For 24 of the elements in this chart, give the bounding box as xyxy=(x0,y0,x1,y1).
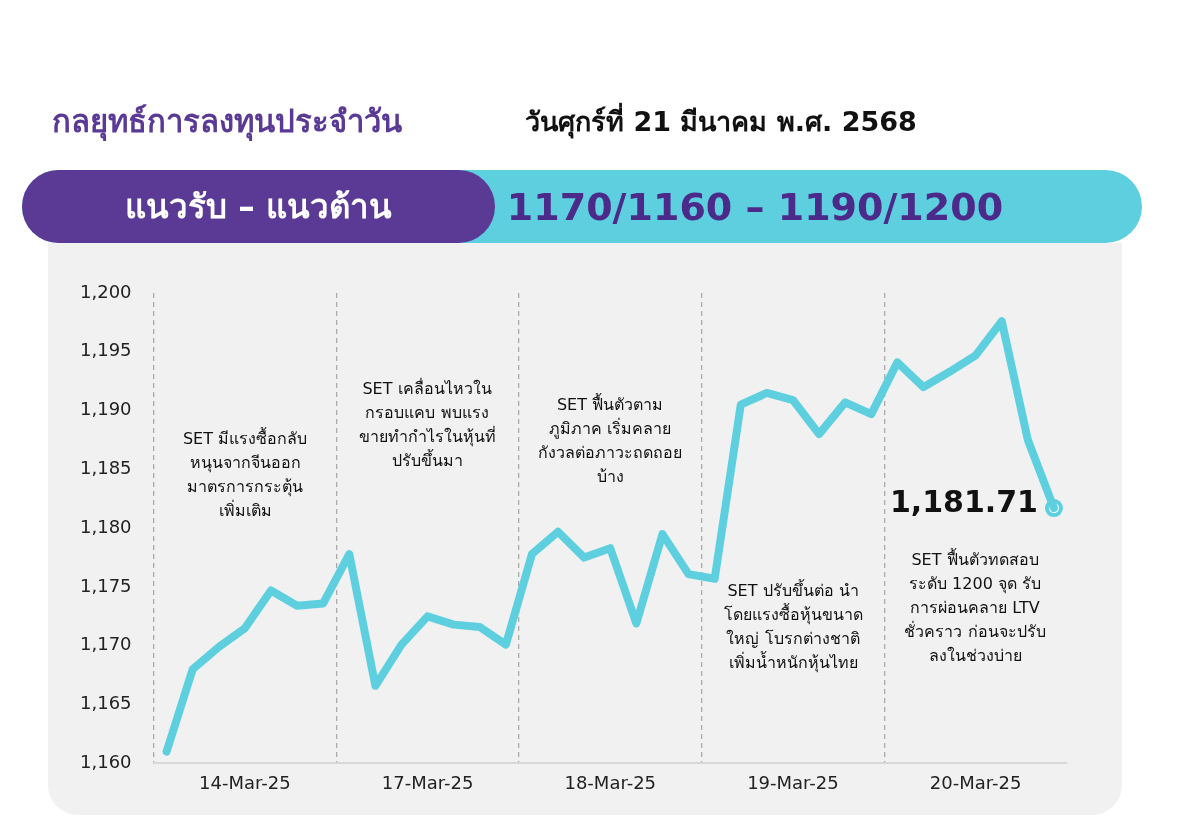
x-tick-label: 14-Mar-25 xyxy=(199,771,291,793)
y-tick-label: 1,180 xyxy=(80,515,132,537)
annotation: SET มีแรงซื้อกลับ หนุนจากจีนออก มาตรการกระตุ้น เพิ่มเติม xyxy=(181,427,309,522)
x-tick-label: 19-Mar-25 xyxy=(747,771,839,793)
x-tick-label: 17-Mar-25 xyxy=(381,771,474,793)
y-tick-label: 1,165 xyxy=(80,692,132,714)
text: 1170/1160 – 1190/1200 xyxy=(505,183,1005,231)
y-tick-label: 1,175 xyxy=(80,574,132,596)
text: แนวรับ – แนวต้าน xyxy=(22,170,495,243)
chart-title: กลยุทธ์การลงทุนประจำวัน xyxy=(52,102,402,143)
annotation: SET ฟื้นตัวทดสอบ ระดับ 1200 จุด รับ การผ่อนคลาย LTV ชั่วคราว ก่อนจะปรับ ลงในช่วงบ่าย xyxy=(903,548,1047,667)
x-tick-label: 20-Mar-25 xyxy=(929,771,1022,793)
y-tick-label: 1,185 xyxy=(80,457,132,479)
y-tick-label: 1,195 xyxy=(80,339,132,361)
data-label: 1,181.71 xyxy=(889,483,1038,519)
x-tick-label: 18-Mar-25 xyxy=(564,771,657,793)
chart-subtitle: วันศุกร์ที่ 21 มีนาคม พ.ศ. 2568 xyxy=(525,102,917,141)
annotation: SET เคลื่อนไหวใน กรอบแคบ พบแรง ขายทำกำไรในหุ้นที่ ปรับขึ้นมา xyxy=(357,377,497,472)
y-tick-label: 1,160 xyxy=(80,751,132,773)
y-tick-label: 1,170 xyxy=(80,633,132,655)
y-tick-label: 1,200 xyxy=(80,280,132,302)
annotation: SET ปรับขึ้นต่อ นำ โดยแรงซื้อหุ้นขนาด ใหญ่ โบรกต่างชาติ เพิ่มน้ำหนักหุ้นไทย xyxy=(722,579,864,675)
y-tick-label: 1,190 xyxy=(80,398,132,420)
annotation: SET ฟื้นตัวตาม ภูมิภาค เริ่มคลาย กังวลต่อภาวะถดถอย บ้าง xyxy=(537,393,683,488)
